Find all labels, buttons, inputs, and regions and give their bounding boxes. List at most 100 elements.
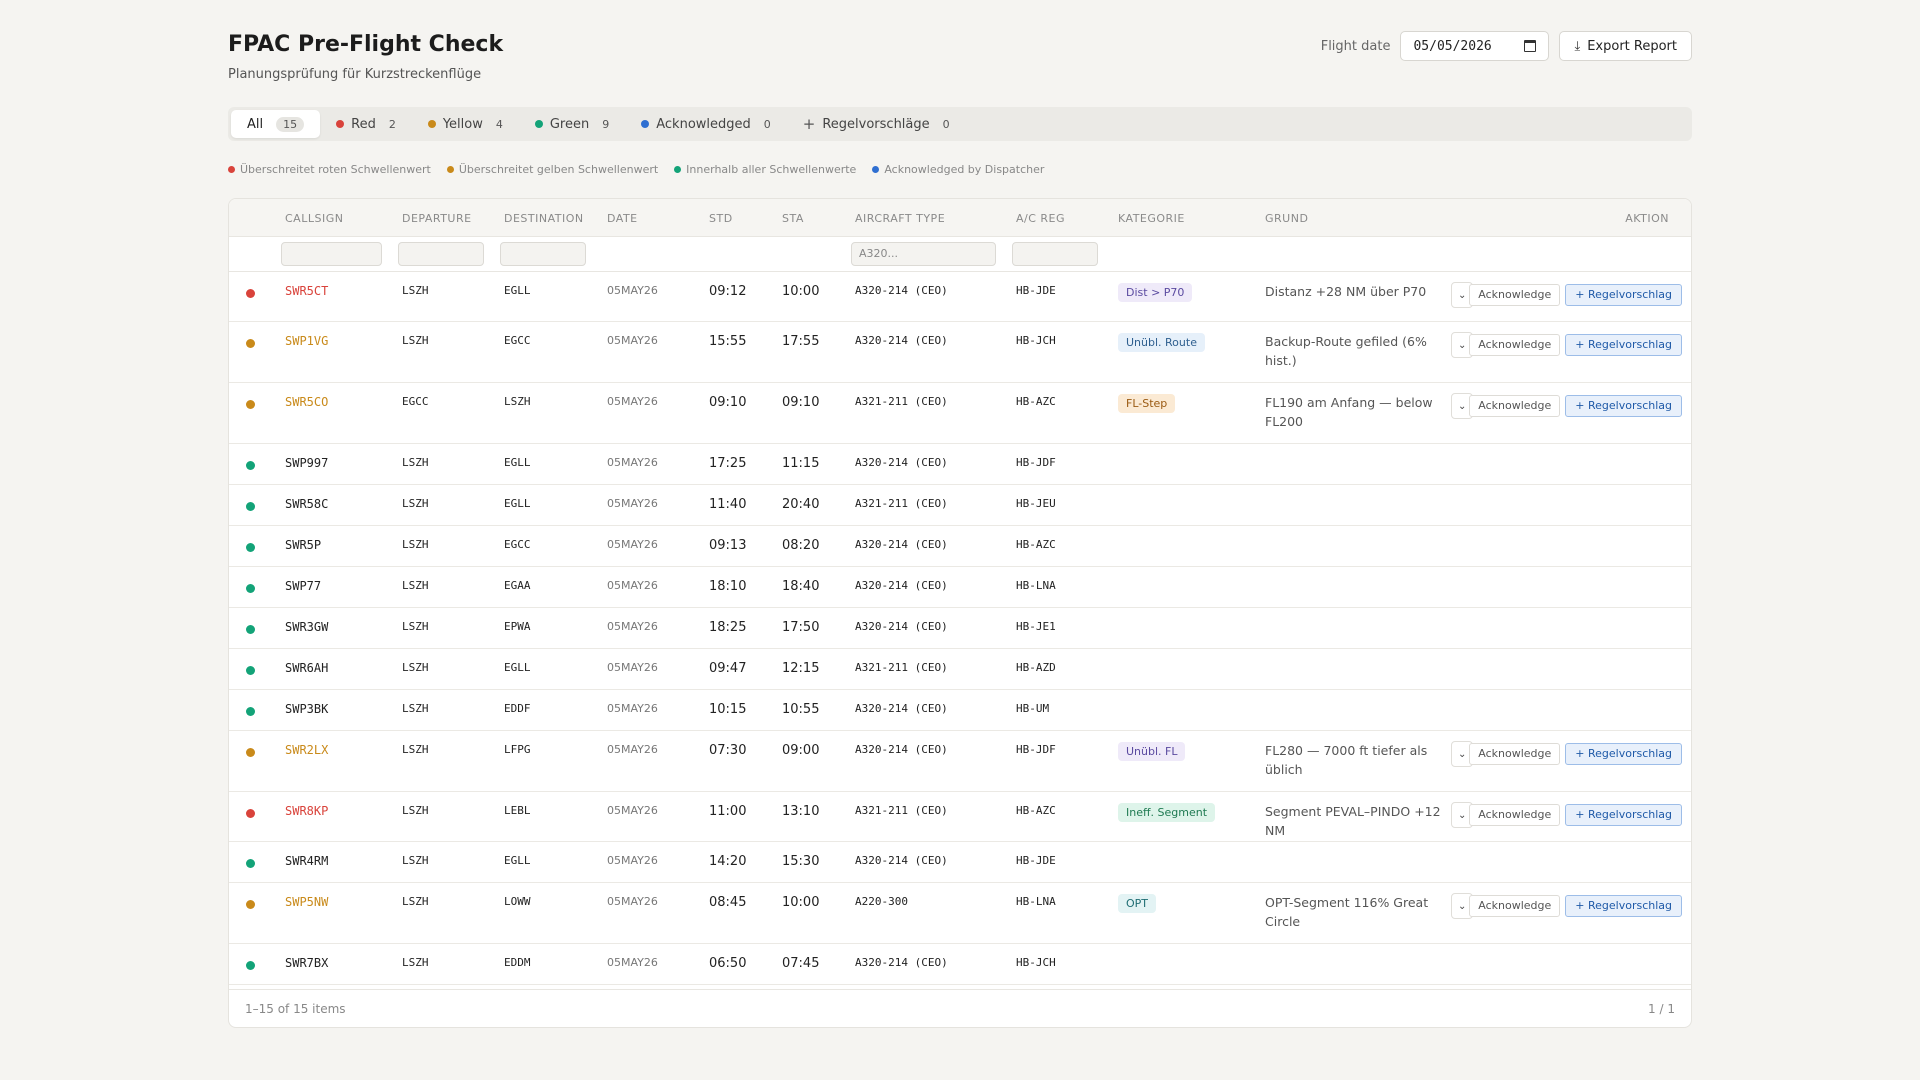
callsign-cell[interactable]: SWR4RM xyxy=(285,854,329,868)
tab-label: Red xyxy=(351,116,376,132)
std-cell: 11:40 xyxy=(709,497,747,512)
column-header-ac-reg[interactable]: A/C REG xyxy=(1016,212,1066,225)
column-header-std[interactable]: STD xyxy=(709,212,733,225)
tab-green[interactable]: Green 9 xyxy=(519,110,625,138)
column-header-sta[interactable]: STA xyxy=(782,212,804,225)
regelvorschlag-button[interactable]: + Regelvorschlag xyxy=(1565,895,1682,917)
ac-reg-filter-input[interactable] xyxy=(1012,242,1098,266)
departure-cell: LSZH xyxy=(402,895,429,908)
departure-filter-input[interactable] xyxy=(398,242,484,266)
departure-cell: LSZH xyxy=(402,334,429,347)
table-row[interactable]: SWR2LX LSZH LFPG 05MAY26 07:30 09:00 A320-214 … xyxy=(229,731,1691,792)
aircraft-type-cell: A320-214 (CEO) xyxy=(855,702,948,715)
table-row[interactable]: SWR58C LSZH EGLL 05MAY26 11:40 20:40 A321-211 … xyxy=(229,485,1691,526)
column-header-destination[interactable]: DESTINATION xyxy=(504,212,584,225)
column-header-callsign[interactable]: CALLSIGN xyxy=(285,212,344,225)
callsign-cell[interactable]: SWP5NW xyxy=(285,895,329,909)
table-row[interactable]: SWP1VG LSZH EGCC 05MAY26 15:55 17:55 A320-214 … xyxy=(229,322,1691,383)
aircraft-type-cell: A320-214 (CEO) xyxy=(855,956,948,969)
departure-cell: LSZH xyxy=(402,702,429,715)
callsign-cell[interactable]: SWR6AH xyxy=(285,661,329,675)
acknowledge-button[interactable]: Acknowledge xyxy=(1469,743,1561,765)
callsign-cell[interactable]: SWR5P xyxy=(285,538,322,552)
table-row[interactable]: SWR3GW LSZH EPWA 05MAY26 18:25 17:50 A320-214 … xyxy=(229,608,1691,649)
callsign-cell[interactable]: SWR7BX xyxy=(285,956,329,970)
callsign-cell[interactable]: SWR2LX xyxy=(285,743,329,757)
kategorie-badge: FL-Step xyxy=(1118,394,1176,413)
tab-red[interactable]: Red 2 xyxy=(320,110,412,138)
sta-cell: 09:10 xyxy=(782,395,820,410)
yellow-dot-icon xyxy=(446,166,454,173)
departure-cell: LSZH xyxy=(402,579,429,592)
column-header-grund[interactable]: GRUND xyxy=(1265,212,1309,225)
acknowledge-button[interactable]: Acknowledge xyxy=(1469,334,1561,356)
callsign-filter-input[interactable] xyxy=(281,242,382,266)
table-row[interactable]: SWR4RM LSZH EGLL 05MAY26 14:20 15:30 A320-214 … xyxy=(229,842,1691,883)
tab-acknowledged[interactable]: Acknowledged 0 xyxy=(625,110,787,138)
callsign-cell[interactable]: SWR58C xyxy=(285,497,329,511)
table-row[interactable]: SWR8KP LSZH LEBL 05MAY26 11:00 13:10 A321-211 … xyxy=(229,792,1691,842)
regelvorschlag-button[interactable]: + Regelvorschlag xyxy=(1565,804,1682,826)
column-header-aircraft-type[interactable]: AIRCRAFT TYPE xyxy=(855,212,946,225)
table-row[interactable]: SWR7BX LSZH EDDM 05MAY26 06:50 07:45 A320-214 … xyxy=(229,944,1691,985)
destination-cell: EGLL xyxy=(504,284,531,297)
callsign-cell[interactable]: SWP997 xyxy=(285,456,329,470)
aircraft-type-filter-input[interactable]: A320... xyxy=(851,242,996,266)
sta-cell: 20:40 xyxy=(782,497,820,512)
ac-reg-cell: HB-JDF xyxy=(1016,456,1056,469)
aircraft-type-cell: A320-214 (CEO) xyxy=(855,620,948,633)
destination-filter-input[interactable] xyxy=(500,242,586,266)
column-header-kategorie[interactable]: KATEGORIE xyxy=(1118,212,1185,225)
kategorie-badge: Unübl. FL xyxy=(1118,742,1186,761)
sta-cell: 10:00 xyxy=(782,284,820,299)
flight-date-input[interactable]: 05/05/2026 xyxy=(1400,31,1550,61)
table-footer: 1–15 of 15 items 1 / 1 xyxy=(229,989,1691,1027)
aircraft-type-cell: A320-214 (CEO) xyxy=(855,456,948,469)
yellow-dot-icon xyxy=(427,120,436,128)
tab-all[interactable]: All 15 xyxy=(231,110,321,138)
sta-cell: 09:00 xyxy=(782,743,820,758)
regelvorschlag-button[interactable]: + Regelvorschlag xyxy=(1565,334,1682,356)
table-row[interactable]: SWR5CT LSZH EGLL 05MAY26 09:12 10:00 A320-214 … xyxy=(229,272,1691,322)
callsign-cell[interactable]: SWR5CT xyxy=(285,284,329,298)
acknowledge-button[interactable]: Acknowledge xyxy=(1469,395,1561,417)
table-row[interactable]: SWR5P LSZH EGCC 05MAY26 09:13 08:20 A320-214 (… xyxy=(229,526,1691,567)
acknowledge-button[interactable]: Acknowledge xyxy=(1469,284,1561,306)
chevron-down-icon[interactable]: ⌄ xyxy=(1451,802,1474,828)
table-row[interactable]: SWP997 LSZH EGLL 05MAY26 17:25 11:15 A320-214 … xyxy=(229,444,1691,485)
table-row[interactable]: SWP77 LSZH EGAA 05MAY26 18:10 18:40 A320-214 (… xyxy=(229,567,1691,608)
table-row[interactable]: SWP3BK LSZH EDDF 05MAY26 10:15 10:55 A320-214 … xyxy=(229,690,1691,731)
departure-cell: EGCC xyxy=(402,395,429,408)
flight-date-label: Flight date xyxy=(1320,38,1391,54)
regelvorschlag-button[interactable]: + Regelvorschlag xyxy=(1565,284,1682,306)
callsign-cell[interactable]: SWP77 xyxy=(285,579,322,593)
destination-cell: EGLL xyxy=(504,497,531,510)
kategorie-badge: Dist > P70 xyxy=(1118,283,1193,302)
acknowledge-button[interactable]: Acknowledge xyxy=(1469,895,1561,917)
acknowledge-button[interactable]: Acknowledge xyxy=(1469,804,1561,826)
column-header-date[interactable]: DATE xyxy=(607,212,638,225)
column-header-departure[interactable]: DEPARTURE xyxy=(402,212,472,225)
red-dot-icon xyxy=(228,166,235,173)
table-row[interactable]: SWR5CO EGCC LSZH 05MAY26 09:10 09:10 A321-211 … xyxy=(229,383,1691,444)
tab-regelvorschlaege[interactable]: + Regelvorschläge 0 xyxy=(787,110,966,138)
kategorie-badge: Unübl. Route xyxy=(1118,333,1205,352)
callsign-cell[interactable]: SWP1VG xyxy=(285,334,329,348)
callsign-cell[interactable]: SWR3GW xyxy=(285,620,329,634)
callsign-cell[interactable]: SWR8KP xyxy=(285,804,329,818)
kategorie-badge: Ineff. Segment xyxy=(1118,803,1216,822)
calendar-icon[interactable] xyxy=(1524,40,1537,52)
regelvorschlag-button[interactable]: + Regelvorschlag xyxy=(1565,743,1682,765)
tab-yellow[interactable]: Yellow 4 xyxy=(412,110,519,138)
destination-cell: EDDF xyxy=(504,702,531,715)
std-cell: 15:55 xyxy=(709,334,747,349)
callsign-cell[interactable]: SWP3BK xyxy=(285,702,329,716)
callsign-cell[interactable]: SWR5CO xyxy=(285,395,329,409)
export-report-button[interactable]: ⤓ Export Report xyxy=(1559,31,1692,61)
table-row[interactable]: SWP5NW LSZH LOWW 05MAY26 08:45 10:00 A220-300 H… xyxy=(229,883,1691,944)
regelvorschlag-button[interactable]: + Regelvorschlag xyxy=(1565,395,1682,417)
status-dot-icon xyxy=(246,543,255,552)
table-row[interactable]: SWR6AH LSZH EGLL 05MAY26 09:47 12:15 A321-211 … xyxy=(229,649,1691,690)
tab-count: 0 xyxy=(942,117,950,131)
date-cell: 05MAY26 xyxy=(607,895,658,908)
